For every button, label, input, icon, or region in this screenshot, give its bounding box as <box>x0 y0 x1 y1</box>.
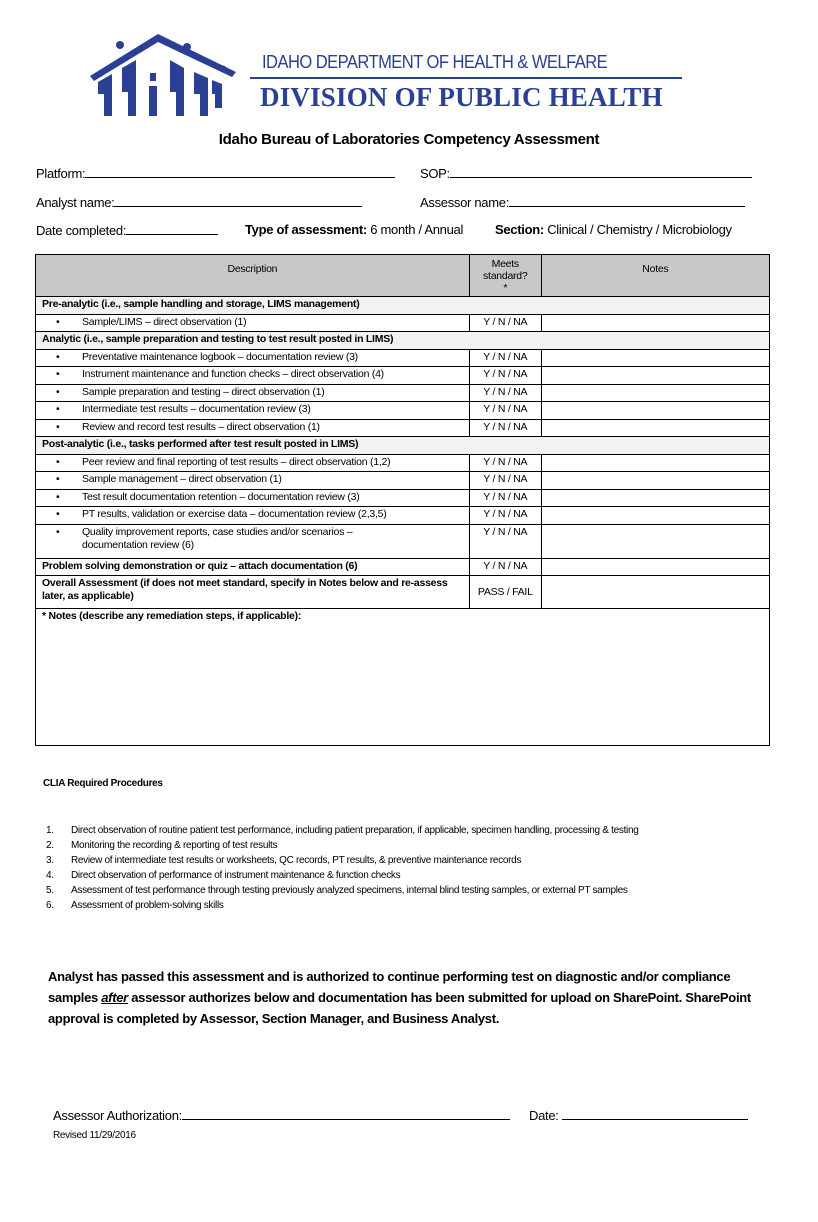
bullet-icon: • <box>56 403 60 415</box>
section-pre-analytic: Pre-analytic (i.e., sample handling and … <box>35 296 770 315</box>
notes-cell[interactable] <box>540 471 771 490</box>
table-row: • Test result documentation retention – d… <box>35 488 771 507</box>
meets-select[interactable]: Y / N / NA <box>468 313 542 332</box>
clia-list: 1. Direct observation of routine patient … <box>46 823 736 913</box>
analyst-name-field[interactable]: Analyst name: <box>36 194 363 210</box>
meets-select[interactable]: Y / N / NA <box>468 488 542 507</box>
list-item: 4. Direct observation of performance of i… <box>46 870 401 881</box>
meets-select[interactable]: Y / N / NA <box>468 366 542 385</box>
table-row: • Sample/LIMS – direct observation (1) Y /… <box>35 313 771 332</box>
table-row: • Preventative maintenance logbook – docu… <box>35 348 771 367</box>
section: Section: Clinical / Chemistry / Microbio… <box>495 222 732 237</box>
date-completed-field[interactable]: Date completed: <box>36 222 219 238</box>
table-row: • Sample management – direct observation … <box>35 471 771 490</box>
bullet-icon: • <box>56 473 60 485</box>
bullet-icon: • <box>56 420 60 433</box>
page-title: Idaho Bureau of Laboratories Competency … <box>218 131 600 148</box>
notes-cell[interactable] <box>540 523 771 559</box>
meets-select[interactable]: Y / N / NA <box>468 348 542 367</box>
notes-cell[interactable] <box>540 366 771 385</box>
revised-date: Revised 11/29/2016 <box>53 1130 136 1141</box>
assessment-type: Type of assessment: 6 month / Annual <box>245 222 463 237</box>
table-row: • Intermediate test results – documentati… <box>35 401 771 420</box>
bullet-icon: • <box>56 490 60 503</box>
meets-select[interactable]: Y / N / NA <box>468 523 542 559</box>
logo-divider <box>250 77 682 79</box>
section-analytic: Analytic (i.e., sample preparation and t… <box>35 331 770 350</box>
notes-cell[interactable] <box>540 453 771 472</box>
table-row: • Instrument maintenance and function che… <box>35 366 771 385</box>
table-row: • Sample preparation and testing – direct… <box>35 383 771 402</box>
bullet-icon: • <box>56 350 60 363</box>
assessment-type-label: Type of assessment: <box>245 222 367 237</box>
notes-cell[interactable] <box>540 575 771 609</box>
list-item: 3. Review of intermediate test results or… <box>46 855 522 866</box>
sop-label: SOP: <box>420 166 450 181</box>
platform-field[interactable]: Platform: <box>36 165 396 181</box>
assessment-type-options[interactable]: 6 month / Annual <box>370 222 464 237</box>
overall-row: Overall Assessment (if does not meet sta… <box>35 575 771 609</box>
notes-cell[interactable] <box>540 557 771 576</box>
bullet-icon: • <box>56 315 60 328</box>
bullet-icon: • <box>56 508 60 520</box>
list-item: 6. Assessment of problem-solving skills <box>46 900 224 911</box>
notes-cell[interactable] <box>540 348 771 367</box>
overall-label: Overall Assessment (if does not meet sta… <box>35 575 470 609</box>
header-notes: Notes <box>540 254 771 297</box>
section-post-analytic: Post-analytic (i.e., tasks performed aft… <box>35 436 770 455</box>
list-item: 2. Monitoring the recording & reporting o… <box>46 840 278 851</box>
meets-select[interactable]: Y / N / NA <box>468 506 542 525</box>
bullet-icon: • <box>56 385 60 398</box>
header-description: Description <box>35 254 470 297</box>
section-options[interactable]: Clinical / Chemistry / Microbiology <box>547 222 732 237</box>
authorization-date-field[interactable]: Date: <box>529 1107 748 1123</box>
meets-select[interactable]: Y / N / NA <box>468 557 542 576</box>
list-item: 5. Assessment of test performance through… <box>46 885 628 896</box>
meets-select[interactable]: Y / N / NA <box>468 418 542 437</box>
table-row: • Peer review and final reporting of test… <box>35 453 771 472</box>
authorization-statement: Analyst has passed this assessment and i… <box>48 969 751 1026</box>
notes-cell[interactable] <box>540 506 771 525</box>
platform-label: Platform: <box>36 166 86 181</box>
meets-select[interactable]: Y / N / NA <box>468 471 542 490</box>
date-completed-label: Date completed: <box>36 223 127 238</box>
bullet-icon: • <box>56 525 60 538</box>
assessor-authorization-label: Assessor Authorization: <box>53 1108 182 1123</box>
notes-area[interactable]: * Notes (describe any remediation steps,… <box>35 608 770 746</box>
assessor-authorization-field[interactable]: Assessor Authorization: <box>53 1107 510 1123</box>
problem-solving-row: Problem solving demonstration or quiz – … <box>35 557 771 576</box>
header-meets: Meets standard? * <box>468 254 542 297</box>
assessor-name-label: Assessor name: <box>420 195 510 210</box>
notes-cell[interactable] <box>540 383 771 402</box>
notes-cell[interactable] <box>540 401 771 420</box>
analyst-name-label: Analyst name: <box>36 195 115 210</box>
table-row: • Review and record test results – direct… <box>35 418 771 437</box>
section-label: Section: <box>495 222 544 237</box>
table-header: Description Meets standard? * Notes <box>35 254 771 297</box>
competency-table: Description Meets standard? * Notes Pre-a… <box>35 254 771 746</box>
authorization-date-label: Date: <box>529 1108 559 1123</box>
meets-select[interactable]: Y / N / NA <box>468 453 542 472</box>
clia-title: CLIA Required Procedures <box>43 778 163 789</box>
assessor-name-field[interactable]: Assessor name: <box>420 194 746 210</box>
list-item: 1. Direct observation of routine patient … <box>46 825 639 836</box>
notes-cell[interactable] <box>540 313 771 332</box>
idhw-logo-icon <box>90 34 236 116</box>
bullet-icon: • <box>56 455 60 468</box>
division-name: DIVISION OF PUBLIC HEALTH <box>260 82 663 112</box>
problem-solving-label: Problem solving demonstration or quiz – … <box>35 557 470 576</box>
bullet-icon: • <box>56 368 60 380</box>
meets-select[interactable]: Y / N / NA <box>468 383 542 402</box>
notes-cell[interactable] <box>540 418 771 437</box>
sop-field[interactable]: SOP: <box>420 165 752 181</box>
meets-select[interactable]: Y / N / NA <box>468 401 542 420</box>
pass-fail-select[interactable]: PASS / FAIL <box>468 575 542 609</box>
department-name: IDAHO DEPARTMENT OF HEALTH & WELFARE <box>262 52 608 72</box>
table-row: • Quality improvement reports, case studi… <box>35 523 771 559</box>
table-row: • PT results, validation or exercise data… <box>35 506 771 525</box>
notes-cell[interactable] <box>540 488 771 507</box>
